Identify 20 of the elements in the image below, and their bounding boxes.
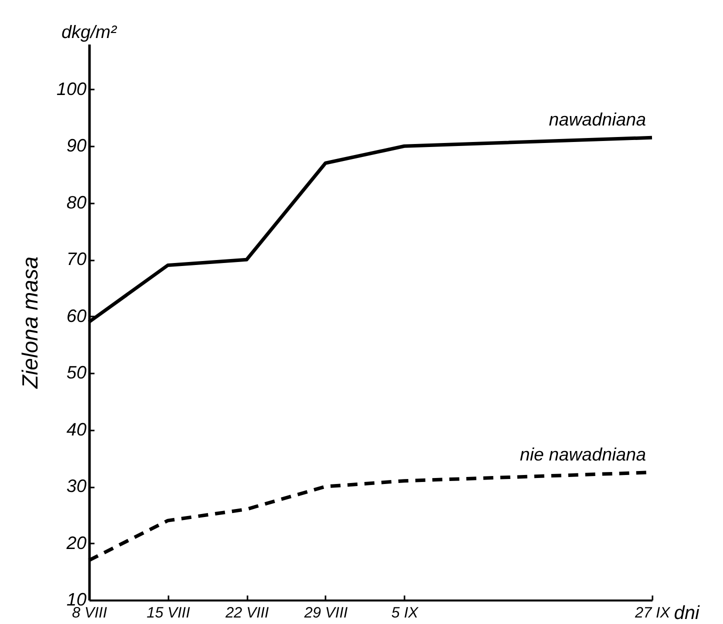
y-tick-label: 40 [66, 419, 86, 440]
y-tick-label: 100 [56, 78, 86, 99]
y-axis-title: Zielona masa [17, 256, 42, 390]
x-axis-title: dni [674, 603, 700, 624]
text: dkg/m² [61, 22, 118, 42]
x-tick-label: 27 IX [634, 604, 672, 622]
x-tick-label: 15 VIII [146, 604, 190, 622]
x-tick-label: 8 VIII [72, 604, 108, 622]
y-tick-label: 30 [66, 476, 86, 496]
x-tick-label: 29 VIII [303, 604, 348, 622]
x-tick-label: 5 IX [391, 604, 420, 622]
y-tick-label: 60 [66, 306, 86, 326]
y-tick-label: 50 [66, 362, 86, 383]
series-label: nawadniana [548, 110, 646, 130]
y-tick-label: 90 [66, 136, 86, 156]
y-tick-label: 20 [65, 532, 86, 553]
y-tick-label: 80 [66, 192, 86, 212]
series-label: nie nawadniana [520, 444, 646, 464]
x-tick-label: 22 VIII [224, 604, 269, 622]
y-tick-label: 70 [66, 249, 86, 270]
